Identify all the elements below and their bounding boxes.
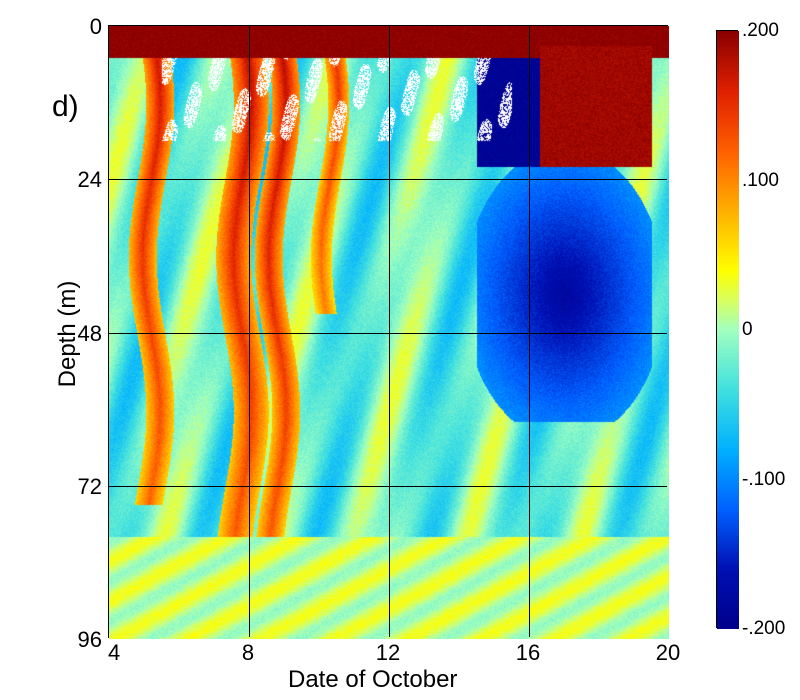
panel-label: d) [52, 90, 79, 124]
grid-line [109, 486, 667, 487]
tick-label: 72 [78, 474, 102, 500]
colorbar-canvas [717, 31, 739, 629]
tick-label: .200 [742, 20, 779, 42]
grid-line [249, 26, 250, 637]
tick-label: 4 [108, 640, 120, 666]
tick-label: 16 [516, 640, 540, 666]
heatmap-plot-area [108, 25, 668, 638]
tick-label: 0 [742, 319, 753, 341]
tick-label: -.200 [742, 618, 785, 640]
tick-label: .100 [742, 170, 779, 192]
colorbar [716, 30, 738, 628]
grid-line [389, 26, 390, 637]
tick-label: 12 [376, 640, 400, 666]
tick-label: 0 [90, 14, 102, 40]
tick-label: 96 [78, 627, 102, 653]
x-axis-label: Date of October [288, 666, 457, 694]
grid-line [529, 26, 530, 637]
tick-label: 20 [656, 640, 680, 666]
tick-label: 48 [78, 321, 102, 347]
grid-line [109, 179, 667, 180]
tick-label: 24 [78, 167, 102, 193]
tick-label: -.100 [742, 469, 785, 491]
tick-label: 8 [242, 640, 254, 666]
grid-line [109, 333, 667, 334]
